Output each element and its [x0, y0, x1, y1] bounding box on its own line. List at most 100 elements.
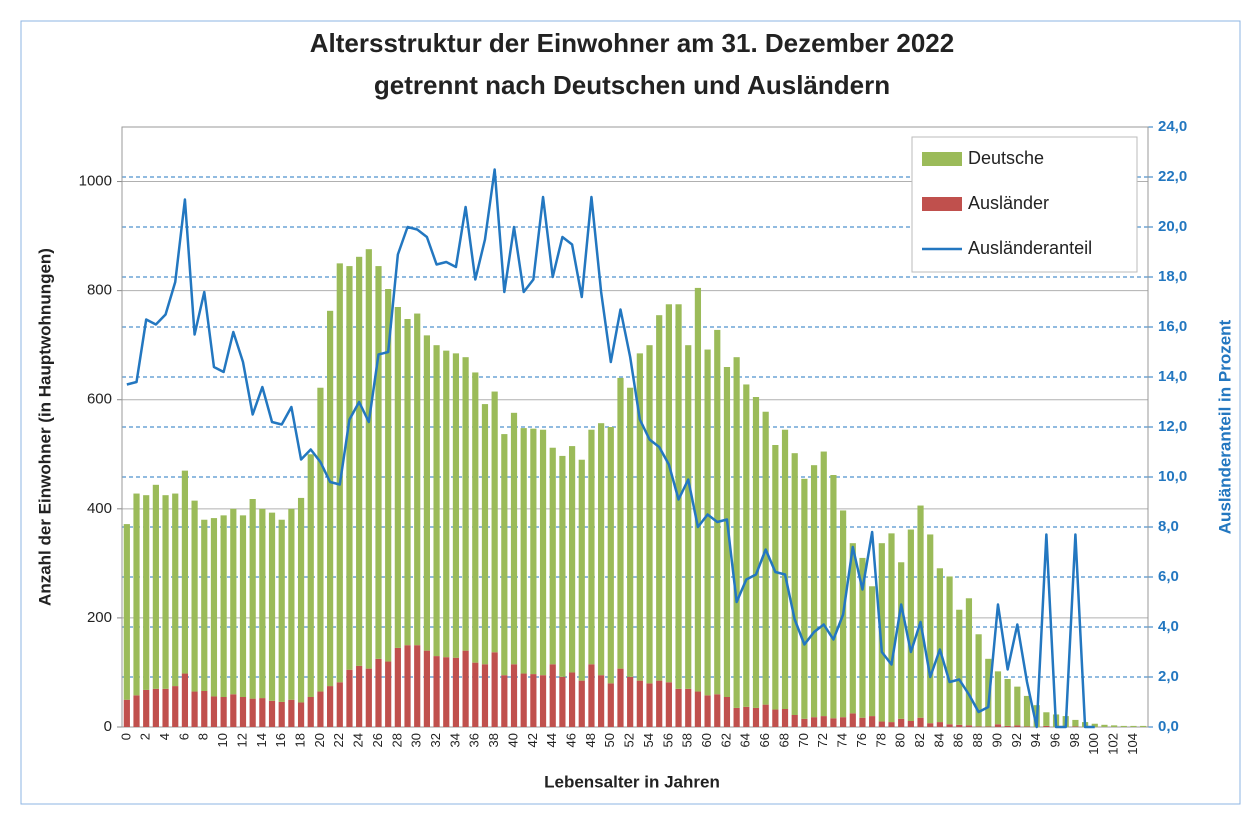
bar: [772, 709, 779, 727]
bar: [1111, 725, 1118, 727]
bar: [259, 698, 266, 727]
x-tick-label: 50: [602, 733, 617, 747]
bar: [327, 686, 334, 727]
x-tick-label: 60: [699, 733, 714, 747]
bar: [994, 671, 1002, 725]
bar: [685, 688, 692, 727]
y-tick-label: 800: [87, 282, 112, 299]
bar: [1014, 686, 1021, 726]
bar: [510, 664, 518, 727]
x-tick-label: 6: [176, 733, 191, 740]
bar: [162, 495, 169, 689]
x-tick-label: 8: [196, 733, 211, 740]
bar: [617, 377, 624, 669]
x-tick-label: 94: [1028, 733, 1043, 747]
x-tick-label: 4: [157, 733, 172, 740]
chart-title: Altersstruktur der Einwohner am 31. Deze…: [310, 28, 954, 58]
bar: [239, 515, 247, 697]
bar: [840, 717, 847, 727]
x-tick-label: 92: [1009, 733, 1024, 747]
bar: [752, 707, 760, 727]
bar: [743, 706, 750, 727]
bar: [491, 652, 498, 727]
bar: [143, 689, 150, 727]
y2-tick-label: 14,0: [1158, 368, 1187, 385]
bar: [356, 256, 363, 666]
x-tick-label: 10: [215, 733, 230, 747]
bar: [568, 446, 576, 673]
bar: [452, 657, 460, 727]
bar: [907, 721, 914, 727]
line: [126, 168, 1095, 729]
x-tick-label: 72: [815, 733, 830, 747]
bar: [520, 673, 527, 727]
bar: [278, 519, 285, 702]
bar: [1023, 726, 1031, 727]
y2-tick-label: 10,0: [1158, 468, 1187, 485]
bar: [1120, 725, 1127, 727]
bar: [307, 454, 314, 697]
y2-tick-label: 18,0: [1158, 268, 1187, 285]
bar: [888, 722, 895, 727]
x-tick-label: 90: [989, 733, 1004, 747]
x-tick-label: 44: [544, 733, 559, 747]
x-tick-label: 62: [718, 733, 733, 747]
x-tick-label: 98: [1067, 733, 1082, 747]
x-tick-label: 86: [951, 733, 966, 747]
bar: [898, 718, 905, 727]
bar: [414, 313, 421, 646]
bar: [1091, 723, 1098, 727]
bar: [162, 688, 169, 727]
bar: [714, 329, 721, 695]
x-tick-label: 74: [835, 733, 850, 747]
x-tick-label: 36: [467, 733, 482, 747]
bar: [927, 534, 934, 724]
bar: [665, 682, 672, 727]
bar: [423, 650, 430, 727]
bar: [414, 645, 421, 727]
bar: [898, 562, 905, 719]
bar: [278, 701, 285, 727]
bar: [123, 699, 130, 727]
x-tick-label: 78: [873, 733, 888, 747]
bar: [704, 349, 711, 696]
bar: [530, 674, 537, 727]
bar: [288, 699, 295, 727]
bar: [781, 709, 789, 727]
bar: [327, 310, 334, 687]
bar: [849, 543, 856, 714]
bar: [123, 524, 130, 700]
bar: [336, 263, 343, 683]
bar: [656, 680, 663, 727]
bar: [946, 724, 953, 727]
bar: [210, 696, 218, 727]
bar: [1130, 725, 1137, 727]
bar: [985, 726, 992, 727]
bar: [220, 697, 227, 727]
x-tick-label: 32: [428, 733, 443, 747]
bar: [1072, 719, 1079, 727]
bar: [607, 427, 614, 684]
bar: [607, 683, 614, 727]
bar: [598, 675, 605, 727]
bar: [636, 680, 643, 727]
x-tick-label: 100: [1086, 733, 1101, 755]
x-tick-label: 38: [486, 733, 501, 747]
x-tick-label: 58: [680, 733, 695, 747]
bar: [985, 658, 992, 727]
bar: [191, 691, 198, 727]
bar: [443, 350, 450, 658]
x-tick-label: 102: [1106, 733, 1121, 755]
bar: [317, 387, 324, 692]
bar: [975, 726, 982, 727]
x-tick-label: 68: [776, 733, 791, 747]
y-axis-label: Anzahl der Einwohner (in Hauptwohnungen): [35, 248, 54, 606]
bar: [694, 287, 702, 692]
x-tick-label: 54: [641, 733, 656, 747]
bar: [936, 722, 943, 727]
bar: [859, 717, 866, 727]
y-tick-label: 400: [87, 500, 112, 517]
bar: [869, 586, 876, 717]
bar: [1043, 725, 1050, 727]
bar: [656, 315, 663, 681]
